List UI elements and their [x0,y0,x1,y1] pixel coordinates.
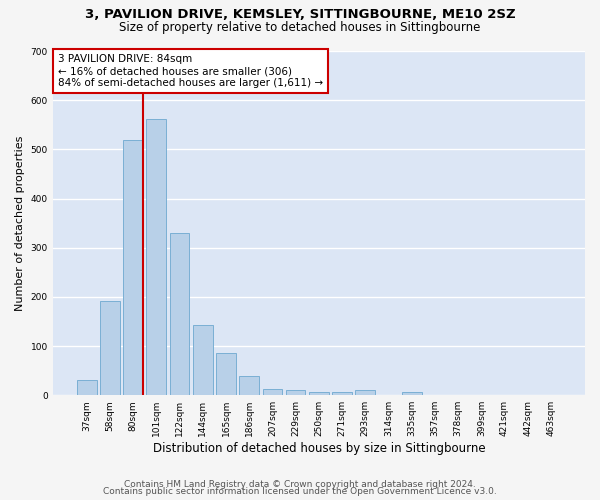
Bar [216,353,236,395]
Text: 3, PAVILION DRIVE, KEMSLEY, SITTINGBOURNE, ME10 2SZ: 3, PAVILION DRIVE, KEMSLEY, SITTINGBOURN… [85,8,515,20]
Bar [123,140,143,395]
Bar [193,325,212,395]
Bar [332,392,352,395]
Text: 3 PAVILION DRIVE: 84sqm
← 16% of detached houses are smaller (306)
84% of semi-d: 3 PAVILION DRIVE: 84sqm ← 16% of detache… [58,54,323,88]
Bar [309,392,329,395]
Bar [77,380,97,395]
Y-axis label: Number of detached properties: Number of detached properties [15,136,25,311]
X-axis label: Distribution of detached houses by size in Sittingbourne: Distribution of detached houses by size … [152,442,485,455]
Bar [170,234,190,395]
Text: Size of property relative to detached houses in Sittingbourne: Size of property relative to detached ho… [119,21,481,34]
Bar [100,302,120,395]
Bar [286,390,305,395]
Bar [402,392,422,395]
Bar [146,120,166,395]
Bar [355,390,375,395]
Bar [239,376,259,395]
Text: Contains public sector information licensed under the Open Government Licence v3: Contains public sector information licen… [103,487,497,496]
Bar [263,389,282,395]
Text: Contains HM Land Registry data © Crown copyright and database right 2024.: Contains HM Land Registry data © Crown c… [124,480,476,489]
